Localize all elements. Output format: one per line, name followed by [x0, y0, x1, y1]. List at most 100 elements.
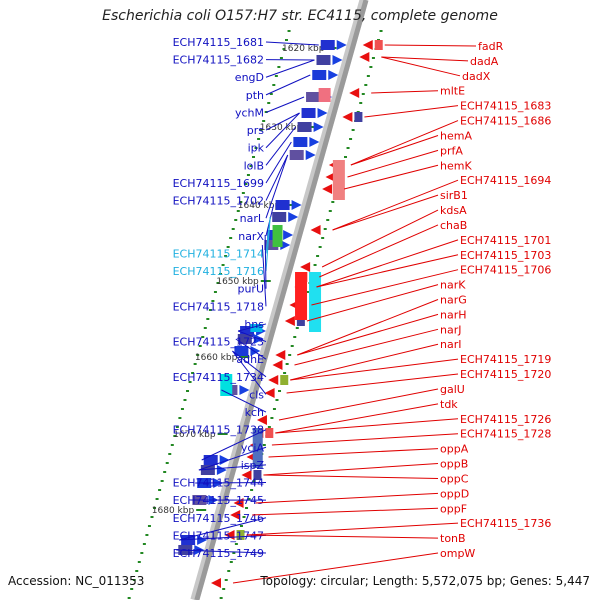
- track-dot: [349, 138, 352, 140]
- forward-gene-arrow: [217, 465, 227, 475]
- track-dot: [138, 561, 141, 563]
- left-gene-label: ychM: [235, 106, 264, 119]
- left-gene-label: ECH74115_1699: [173, 177, 264, 190]
- forward-gene-block: [321, 40, 335, 50]
- track-dot: [372, 57, 375, 59]
- track-dot: [240, 525, 243, 527]
- track-dot: [145, 534, 148, 536]
- reverse-gene-arrow: [265, 388, 275, 398]
- track-dot: [227, 570, 230, 572]
- right-leader-line: [275, 404, 438, 433]
- right-leader-line: [247, 535, 438, 538]
- track-dot: [220, 597, 223, 599]
- left-gene-label: cls: [249, 388, 264, 401]
- right-gene-label: ECH74115_1706: [460, 264, 551, 277]
- left-leader-line: [266, 97, 304, 112]
- forward-gene-arrow: [283, 230, 293, 240]
- track-dot: [280, 57, 283, 59]
- track-dot: [206, 318, 209, 320]
- track-dot: [186, 390, 189, 392]
- left-gene-label: narL: [240, 212, 265, 225]
- track-dot: [326, 219, 329, 221]
- right-gene-label: oppF: [440, 502, 467, 515]
- right-leader-line: [252, 508, 438, 515]
- track-dot: [171, 444, 174, 446]
- track-dot: [380, 30, 383, 32]
- forward-gene-block: [293, 137, 307, 147]
- track-dot: [181, 408, 184, 410]
- track-dot: [277, 66, 280, 68]
- track-dot: [204, 327, 207, 329]
- right-leader-line: [263, 475, 438, 478]
- track-dot: [163, 471, 166, 473]
- right-gene-label: mltE: [440, 85, 465, 98]
- track-dot: [225, 579, 228, 581]
- reverse-gene-arrow: [268, 375, 278, 385]
- track-dot: [229, 237, 232, 239]
- reverse-gene-arrow: [300, 262, 310, 272]
- reverse-gene-block: [354, 112, 362, 122]
- left-gene-label: pth: [246, 89, 264, 102]
- accession-text: Accession: NC_011353: [8, 574, 144, 588]
- left-gene-label: ECH74115_1745: [173, 494, 264, 507]
- kbp-tick-label: 1620 kbp: [282, 44, 325, 54]
- right-leader-line: [385, 45, 476, 46]
- forward-gene-arrow: [288, 212, 298, 222]
- track-dot: [156, 498, 159, 500]
- track-dot: [222, 588, 225, 590]
- right-gene-label: tonB: [440, 532, 466, 545]
- reverse-gene-arrow: [272, 360, 282, 370]
- forward-gene-block: [272, 212, 286, 222]
- track-dot: [362, 93, 365, 95]
- forward-gene-block: [312, 70, 326, 80]
- track-dot: [252, 156, 255, 158]
- track-dot: [214, 291, 217, 293]
- left-gene-label: ECH74115_1716: [173, 265, 264, 278]
- right-gene-label: dadX: [462, 70, 491, 83]
- right-gene-label: ompW: [440, 547, 475, 560]
- right-gene-label: chaB: [440, 219, 467, 232]
- track-dot: [135, 570, 138, 572]
- forward-gene-block: [276, 200, 290, 210]
- track-dot: [352, 129, 355, 131]
- right-gene-label: kdsA: [440, 204, 467, 217]
- track-dot: [275, 75, 278, 77]
- right-gene-label: ECH74115_1720: [460, 368, 551, 381]
- track-dot: [166, 462, 169, 464]
- track-dot: [183, 399, 186, 401]
- forward-gene-arrow: [318, 108, 328, 118]
- right-gene-label: tdk: [440, 398, 458, 411]
- reverse-gene-arrow: [322, 184, 332, 194]
- right-gene-label: ECH74115_1686: [460, 115, 551, 128]
- right-gene-label: ECH74115_1703: [460, 249, 551, 262]
- track-dot: [273, 408, 276, 410]
- track-dot: [232, 228, 235, 230]
- forward-gene-arrow: [337, 40, 347, 50]
- left-leader-line: [266, 60, 314, 77]
- left-gene-label: ECH74115_1749: [173, 547, 264, 560]
- gene-block-red-large: [295, 272, 307, 320]
- right-leader-line: [344, 165, 438, 189]
- right-gene-label: hemK: [440, 159, 472, 172]
- forward-gene-arrow: [292, 200, 302, 210]
- track-dot: [278, 390, 281, 392]
- left-gene-label: ECH74115_1734: [173, 371, 264, 384]
- track-dot: [150, 516, 153, 518]
- forward-gene-arrow: [332, 55, 342, 65]
- right-leader-line: [364, 106, 458, 117]
- track-dot: [293, 336, 296, 338]
- track-dot: [296, 327, 299, 329]
- right-gene-label: oppB: [440, 458, 468, 471]
- reverse-gene-arrow: [363, 40, 373, 50]
- track-dot: [314, 264, 317, 266]
- right-leader-line: [319, 225, 438, 277]
- left-gene-label: ECH74115_1681: [173, 36, 264, 49]
- reverse-gene-arrow: [342, 112, 352, 122]
- track-dot: [161, 480, 164, 482]
- track-dot: [158, 489, 161, 491]
- left-gene-label: ECH74115_1682: [173, 54, 264, 67]
- track-dot: [130, 588, 133, 590]
- right-leader-line: [263, 464, 438, 475]
- left-gene-label: ECH74115_1714: [173, 247, 264, 260]
